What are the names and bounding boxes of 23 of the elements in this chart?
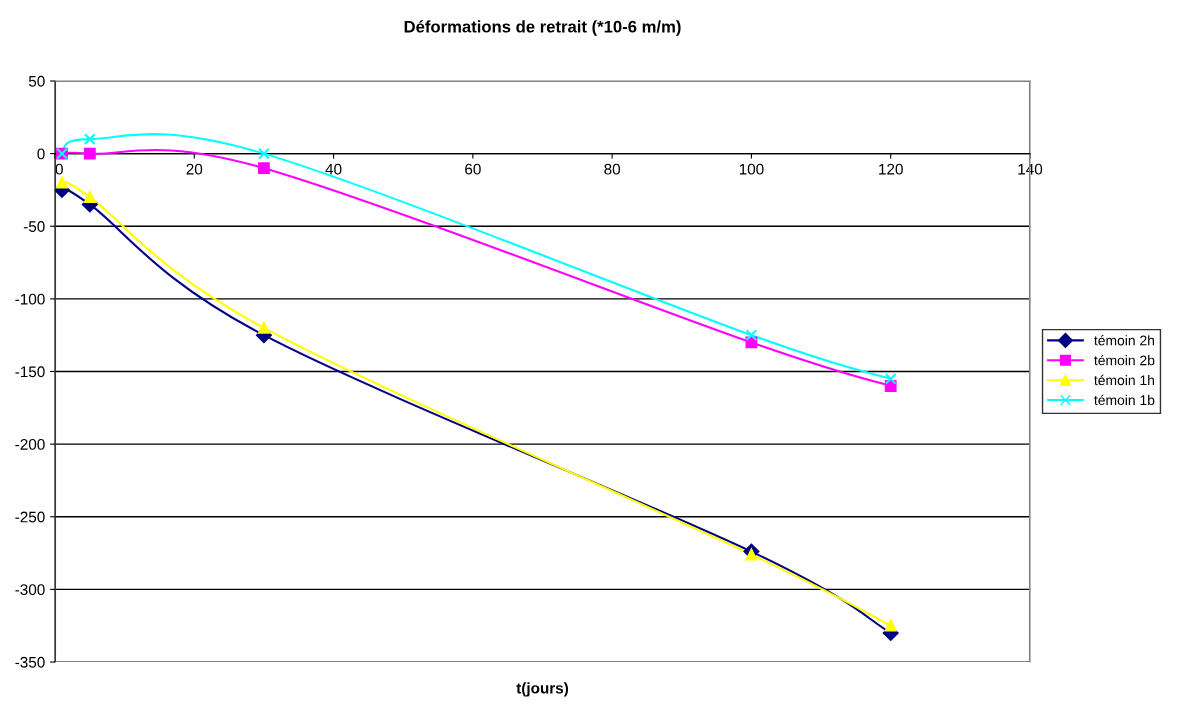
x-tick-label: 140 — [1018, 163, 1043, 175]
y-tick-label: -150 — [15, 366, 45, 378]
y-tick-label: -250 — [15, 511, 45, 523]
y-tick-label: -50 — [23, 221, 45, 232]
y-tick-label: -350 — [15, 656, 45, 668]
legend-label: témoin 2b — [1094, 354, 1155, 366]
legend-label: témoin 1b — [1094, 394, 1155, 406]
y-tick-label: -300 — [15, 584, 45, 596]
y-tick-label: -200 — [15, 438, 45, 450]
x-tick-label: 40 — [325, 163, 342, 175]
y-tick-label: 50 — [28, 75, 45, 87]
chart-title: Déformations de retrait (*10-6 m/m) — [404, 20, 681, 36]
legend-label: témoin 2h — [1094, 335, 1155, 346]
x-tick-label: 80 — [604, 163, 621, 175]
x-axis-title: t(jours) — [516, 682, 569, 697]
x-tick-label: 20 — [186, 163, 203, 175]
y-tick-label: -100 — [15, 293, 45, 305]
x-tick-label: 60 — [465, 163, 481, 175]
y-tick-label: 0 — [37, 148, 45, 160]
legend-label: témoin 1h — [1094, 374, 1155, 386]
x-tick-label: 120 — [879, 163, 903, 175]
x-tick-label: 100 — [739, 163, 764, 175]
x-tick-label: 0 — [55, 163, 63, 175]
